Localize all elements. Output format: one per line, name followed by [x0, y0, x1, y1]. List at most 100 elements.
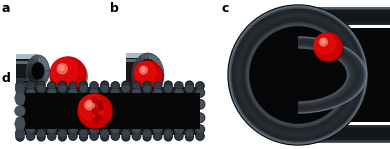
Circle shape: [100, 106, 110, 116]
Circle shape: [96, 115, 101, 120]
Circle shape: [79, 119, 88, 129]
Circle shape: [185, 93, 194, 103]
Circle shape: [153, 113, 162, 122]
Polygon shape: [27, 74, 33, 80]
Circle shape: [17, 128, 23, 134]
Circle shape: [135, 62, 156, 83]
Circle shape: [58, 119, 67, 129]
Polygon shape: [16, 57, 38, 85]
Circle shape: [314, 33, 342, 61]
Circle shape: [97, 100, 102, 105]
Circle shape: [100, 119, 109, 129]
Circle shape: [195, 88, 204, 97]
Circle shape: [78, 94, 112, 128]
Circle shape: [164, 81, 172, 89]
Circle shape: [153, 88, 162, 97]
Circle shape: [100, 129, 109, 138]
Circle shape: [26, 100, 35, 109]
Circle shape: [58, 133, 66, 141]
Polygon shape: [41, 56, 44, 63]
Polygon shape: [43, 62, 49, 67]
Circle shape: [111, 88, 120, 97]
Circle shape: [79, 106, 88, 116]
Circle shape: [58, 93, 67, 103]
Polygon shape: [34, 79, 37, 87]
Polygon shape: [16, 83, 38, 88]
Polygon shape: [32, 79, 35, 86]
Polygon shape: [136, 59, 160, 91]
Polygon shape: [145, 53, 148, 59]
Polygon shape: [139, 55, 144, 62]
Circle shape: [27, 82, 35, 90]
Circle shape: [100, 93, 109, 103]
Circle shape: [58, 81, 66, 89]
Circle shape: [47, 100, 57, 109]
Polygon shape: [148, 53, 151, 59]
Polygon shape: [298, 125, 390, 127]
Circle shape: [164, 84, 173, 93]
Circle shape: [27, 132, 35, 140]
Circle shape: [122, 133, 130, 141]
Polygon shape: [27, 62, 33, 67]
Polygon shape: [298, 132, 390, 134]
Polygon shape: [126, 53, 148, 58]
Circle shape: [16, 81, 24, 89]
Circle shape: [92, 108, 98, 114]
Circle shape: [92, 118, 98, 123]
Polygon shape: [148, 91, 151, 97]
Circle shape: [15, 106, 25, 116]
Polygon shape: [133, 81, 138, 87]
Polygon shape: [159, 78, 163, 83]
Circle shape: [79, 93, 88, 103]
Polygon shape: [36, 55, 38, 62]
Polygon shape: [298, 14, 390, 16]
Circle shape: [195, 125, 204, 134]
Circle shape: [16, 133, 24, 141]
Polygon shape: [28, 60, 34, 66]
Circle shape: [164, 129, 173, 138]
Circle shape: [26, 88, 35, 97]
Circle shape: [58, 84, 67, 93]
Circle shape: [68, 88, 78, 97]
Circle shape: [250, 27, 346, 123]
Circle shape: [228, 5, 368, 145]
Circle shape: [16, 117, 24, 125]
Polygon shape: [298, 22, 390, 24]
Circle shape: [15, 93, 25, 103]
Polygon shape: [298, 139, 390, 140]
Circle shape: [143, 81, 151, 89]
Circle shape: [132, 113, 141, 122]
Circle shape: [100, 84, 109, 93]
Circle shape: [153, 125, 162, 134]
Polygon shape: [298, 24, 390, 25]
Polygon shape: [156, 59, 161, 66]
Polygon shape: [20, 87, 200, 135]
Circle shape: [85, 100, 94, 110]
Circle shape: [195, 113, 205, 122]
Circle shape: [16, 97, 24, 105]
Circle shape: [111, 125, 120, 134]
Circle shape: [16, 84, 24, 93]
Polygon shape: [298, 134, 390, 135]
Circle shape: [175, 132, 183, 140]
Circle shape: [175, 82, 183, 90]
Polygon shape: [43, 76, 48, 82]
Circle shape: [184, 106, 194, 116]
Polygon shape: [159, 75, 164, 79]
Text: d: d: [2, 72, 11, 85]
Circle shape: [140, 66, 147, 74]
Polygon shape: [132, 75, 137, 79]
Circle shape: [153, 100, 162, 109]
Circle shape: [185, 84, 194, 93]
Circle shape: [26, 113, 35, 122]
Circle shape: [17, 88, 23, 94]
Polygon shape: [298, 140, 390, 142]
Polygon shape: [44, 65, 49, 69]
Circle shape: [69, 132, 77, 140]
Polygon shape: [27, 71, 32, 74]
Circle shape: [89, 100, 99, 109]
Circle shape: [37, 84, 46, 93]
Text: b: b: [110, 2, 119, 15]
Polygon shape: [298, 19, 390, 21]
Circle shape: [122, 84, 130, 93]
